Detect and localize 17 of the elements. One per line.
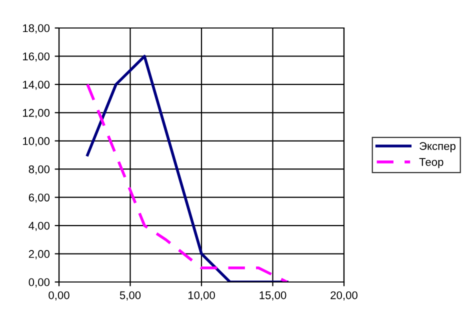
y-tick-label: 4,00 bbox=[28, 222, 50, 232]
y-tick-label: 10,00 bbox=[23, 137, 50, 146]
y-tick-label: 18,00 bbox=[23, 24, 50, 34]
y-tick-label: 16,00 bbox=[23, 52, 50, 62]
x-tick-label: 15,00 bbox=[260, 291, 286, 300]
legend-label: Экспер bbox=[420, 142, 456, 152]
legend-label: Теор bbox=[419, 158, 444, 168]
x-tick-label: 10,00 bbox=[188, 291, 215, 300]
y-tick-label: 0,00 bbox=[28, 278, 50, 288]
y-tick-label: 14,00 bbox=[23, 80, 50, 90]
y-tick-label: 2,00 bbox=[28, 250, 50, 260]
x-tick-label: 0,00 bbox=[48, 291, 70, 300]
y-tick-label: 12,00 bbox=[23, 108, 50, 118]
x-tick-label: 5,00 bbox=[120, 291, 141, 300]
y-tick-label: 8,00 bbox=[28, 165, 50, 175]
x-tick-label: 20,00 bbox=[330, 291, 358, 300]
y-tick-label: 6,00 bbox=[28, 194, 50, 203]
